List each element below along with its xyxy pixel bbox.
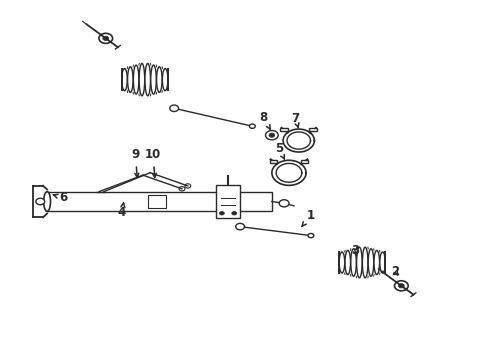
Text: 3: 3 (351, 244, 360, 257)
Ellipse shape (127, 67, 133, 93)
Circle shape (220, 211, 224, 215)
Circle shape (398, 284, 404, 288)
Circle shape (36, 198, 45, 205)
Ellipse shape (133, 65, 139, 94)
Text: 6: 6 (53, 192, 67, 204)
Ellipse shape (44, 192, 50, 211)
Ellipse shape (380, 252, 385, 273)
Ellipse shape (162, 68, 168, 91)
Ellipse shape (151, 65, 156, 94)
FancyBboxPatch shape (270, 160, 277, 163)
Text: 4: 4 (118, 203, 126, 220)
Ellipse shape (145, 63, 150, 96)
Ellipse shape (139, 63, 145, 96)
FancyBboxPatch shape (300, 160, 308, 163)
Circle shape (249, 124, 255, 129)
Bar (216, 185, 241, 218)
Ellipse shape (122, 68, 127, 91)
Ellipse shape (351, 249, 356, 276)
Text: 9: 9 (131, 148, 140, 177)
Circle shape (232, 211, 237, 215)
Ellipse shape (374, 250, 380, 275)
Text: 7: 7 (291, 112, 299, 128)
Circle shape (99, 33, 113, 43)
Ellipse shape (357, 247, 362, 278)
Bar (148, 195, 166, 208)
Circle shape (266, 131, 278, 140)
Circle shape (394, 281, 408, 291)
Text: 8: 8 (259, 111, 270, 129)
Bar (47, 192, 272, 211)
Ellipse shape (368, 249, 374, 276)
Circle shape (269, 133, 275, 137)
FancyBboxPatch shape (280, 129, 288, 131)
FancyBboxPatch shape (309, 129, 317, 131)
Ellipse shape (363, 247, 368, 278)
Text: 5: 5 (275, 142, 284, 159)
Ellipse shape (339, 252, 344, 273)
Circle shape (236, 224, 245, 230)
Circle shape (308, 233, 314, 238)
Text: 2: 2 (392, 265, 399, 278)
Ellipse shape (157, 67, 162, 93)
Circle shape (103, 36, 109, 41)
Circle shape (279, 200, 289, 207)
Ellipse shape (345, 250, 350, 275)
Circle shape (170, 105, 178, 112)
Text: 1: 1 (302, 210, 315, 226)
Text: 10: 10 (145, 148, 161, 177)
